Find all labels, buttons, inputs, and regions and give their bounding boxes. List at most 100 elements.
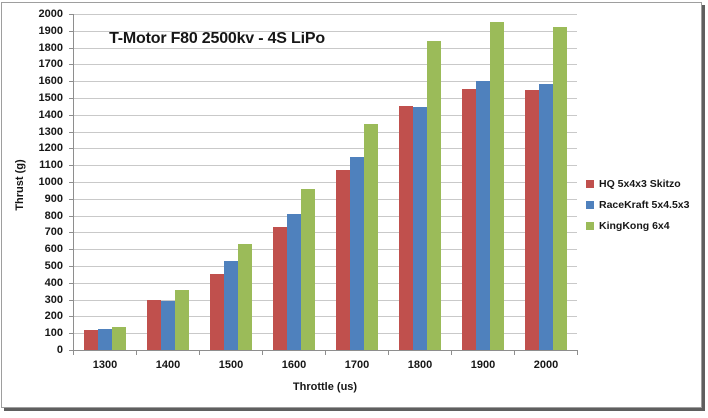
gridline	[73, 249, 577, 251]
legend-swatch	[586, 179, 594, 188]
y-tick	[69, 148, 73, 150]
y-tick	[69, 30, 73, 32]
legend-label: HQ 5x4x3 Skitzo	[599, 177, 681, 190]
y-tick-label: 500	[44, 260, 63, 272]
y-tick	[69, 266, 73, 267]
legend-item: HQ 5x4x3 Skitzo	[586, 173, 689, 194]
y-tick-label: 1500	[38, 92, 63, 104]
gridline	[73, 14, 577, 15]
y-tick	[69, 215, 73, 217]
y-tick-label: 1300	[38, 125, 63, 138]
x-tick	[262, 350, 263, 355]
y-tick-label: 900	[44, 192, 63, 205]
y-tick-label: 300	[44, 293, 63, 306]
x-tick	[199, 350, 200, 355]
gridline	[73, 30, 577, 32]
y-tick	[69, 249, 73, 251]
bar-series1-1600	[272, 227, 287, 350]
y-tick-label: 100	[44, 327, 63, 340]
bar-series1-1400	[146, 299, 161, 350]
y-tick-label: 700	[44, 226, 63, 239]
chart-title: T-Motor F80 2500kv - 4S LiPo	[109, 30, 325, 47]
x-tick-label: 1900	[470, 359, 496, 371]
bar-series3-1300	[111, 327, 126, 350]
legend-label: RaceKraft 5x4.5x3	[599, 198, 690, 211]
x-tick	[577, 350, 578, 355]
bar-series2-1500	[223, 260, 238, 350]
y-tick	[69, 232, 73, 234]
y-tick	[69, 64, 73, 66]
bar-series1-1800	[398, 105, 413, 350]
y-tick-label: 800	[44, 209, 63, 222]
x-tick	[388, 350, 389, 355]
bar-series3-2000	[552, 27, 567, 350]
bar-series3-1800	[426, 40, 441, 350]
legend-label: KingKong 6x4	[599, 219, 670, 232]
gridline	[73, 266, 577, 267]
gridline	[73, 165, 577, 167]
bar-series2-1800	[412, 107, 427, 350]
x-tick	[136, 350, 137, 355]
y-tick	[69, 114, 73, 116]
legend-swatch	[586, 200, 594, 209]
y-tick-label: 1900	[38, 24, 63, 37]
bar-series2-1900	[475, 81, 490, 350]
x-tick	[514, 350, 515, 355]
y-tick	[69, 333, 73, 335]
gridline	[73, 114, 577, 116]
legend-item: KingKong 6x4	[586, 215, 689, 236]
gridline	[73, 215, 577, 217]
gridline	[73, 299, 577, 301]
y-tick	[69, 47, 73, 49]
x-tick	[73, 350, 74, 355]
bar-series2-1600	[286, 213, 301, 350]
gridline	[73, 316, 577, 318]
gridline	[73, 198, 577, 200]
gridline	[73, 81, 577, 83]
gridline	[73, 282, 577, 284]
y-tick	[69, 182, 73, 183]
bar-series3-1400	[174, 289, 189, 350]
y-tick-label: 0	[56, 344, 63, 356]
bar-series3-1500	[237, 244, 252, 350]
y-tick	[69, 131, 73, 133]
x-tick-label: 1600	[281, 359, 307, 371]
bar-series1-2000	[524, 89, 539, 350]
y-tick	[69, 282, 73, 284]
y-tick	[69, 81, 73, 83]
gridline	[73, 182, 577, 183]
y-tick	[69, 14, 73, 15]
x-tick-label: 1800	[407, 359, 433, 371]
gridline	[73, 333, 577, 335]
x-tick	[325, 350, 326, 355]
bar-series3-1600	[300, 188, 315, 350]
x-tick-label: 2000	[533, 359, 559, 371]
x-axis-title: Throttle (us)	[292, 381, 358, 393]
bar-series2-1400	[160, 301, 175, 350]
gridline	[73, 64, 577, 66]
y-tick-label: 600	[44, 243, 63, 256]
y-tick	[69, 165, 73, 167]
y-tick-label: 1000	[38, 176, 63, 188]
legend-item: RaceKraft 5x4.5x3	[586, 194, 689, 215]
bar-series3-1700	[363, 124, 378, 350]
y-tick-label: 200	[44, 310, 63, 323]
bar-series3-1900	[489, 22, 504, 350]
gridline	[73, 47, 577, 49]
x-tick-label: 1500	[218, 359, 244, 371]
x-tick-label: 1300	[92, 359, 118, 371]
gridline	[73, 131, 577, 133]
bar-series1-1700	[335, 170, 350, 350]
legend-swatch	[586, 221, 594, 230]
x-tick-label: 1400	[155, 359, 181, 371]
legend: HQ 5x4x3 Skitzo RaceKraft 5x4.5x3 KingKong…	[586, 173, 689, 236]
x-tick-label: 1700	[344, 359, 370, 371]
gridline	[73, 148, 577, 150]
chart-frame: T-Motor F80 2500kv - 4S LiPo Thrust (g) …	[1, 2, 702, 408]
y-tick	[69, 198, 73, 200]
bar-series2-1300	[97, 329, 112, 350]
gridline	[73, 232, 577, 234]
gridline	[73, 98, 577, 99]
bar-series1-1500	[209, 274, 224, 350]
